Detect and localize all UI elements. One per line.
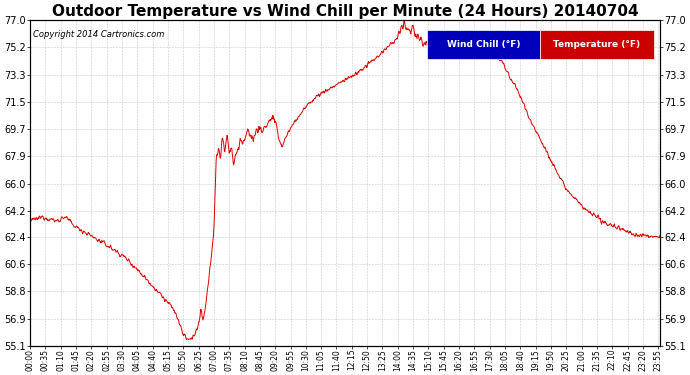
Text: Wind Chill (°F): Wind Chill (°F)	[447, 40, 520, 49]
Text: Temperature (°F): Temperature (°F)	[553, 40, 640, 49]
Text: Copyright 2014 Cartronics.com: Copyright 2014 Cartronics.com	[33, 30, 165, 39]
FancyBboxPatch shape	[427, 30, 540, 59]
Title: Outdoor Temperature vs Wind Chill per Minute (24 Hours) 20140704: Outdoor Temperature vs Wind Chill per Mi…	[52, 4, 638, 19]
FancyBboxPatch shape	[540, 30, 653, 59]
